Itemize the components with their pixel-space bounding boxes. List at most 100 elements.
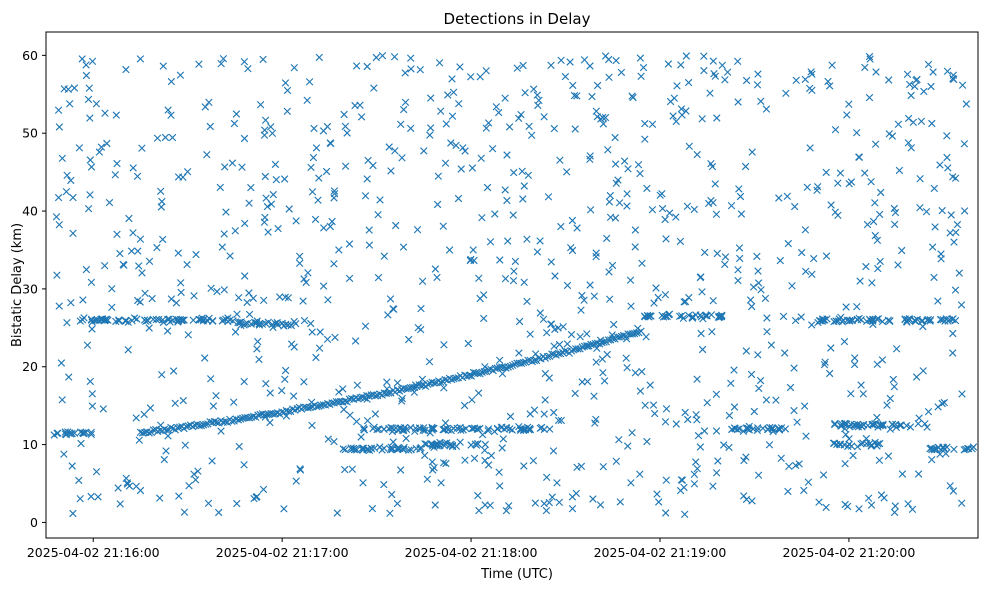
data-point	[123, 480, 132, 488]
data-point	[949, 329, 957, 338]
data-point	[834, 211, 842, 220]
data-point	[589, 495, 597, 503]
data-point	[781, 425, 790, 433]
data-point	[913, 315, 922, 324]
data-point	[360, 426, 368, 434]
data-point	[116, 500, 124, 508]
data-point	[874, 440, 882, 448]
data-point	[255, 320, 263, 328]
data-point	[553, 479, 561, 487]
data-point	[961, 445, 970, 453]
data-point	[498, 369, 507, 378]
data-point	[950, 445, 958, 454]
data-point	[330, 399, 338, 407]
data-point	[800, 402, 809, 410]
data-point	[804, 478, 813, 486]
data-point	[499, 435, 508, 443]
data-point	[478, 430, 487, 439]
data-point	[592, 249, 600, 257]
data-point	[101, 109, 109, 117]
data-point	[554, 349, 563, 358]
data-point	[680, 510, 689, 519]
data-point	[411, 381, 420, 389]
data-point	[802, 432, 810, 440]
data-point	[236, 415, 245, 423]
data-point	[389, 438, 397, 446]
data-point	[68, 462, 76, 470]
data-point	[707, 311, 716, 319]
data-point	[359, 444, 368, 452]
data-point	[844, 442, 852, 451]
data-point	[171, 399, 179, 408]
data-point	[884, 316, 893, 324]
data-point	[586, 281, 594, 289]
data-point	[86, 377, 95, 386]
data-point	[860, 169, 869, 177]
data-point	[243, 298, 251, 307]
data-point	[290, 63, 299, 72]
data-point	[138, 429, 147, 437]
data-point	[454, 194, 463, 203]
data-point	[218, 243, 227, 251]
x-tick-label: 2025-04-02 21:18:00	[405, 545, 538, 560]
data-point	[124, 346, 132, 354]
data-point	[547, 61, 555, 70]
data-point	[897, 246, 906, 255]
data-point	[434, 172, 443, 180]
data-point	[391, 221, 400, 230]
data-point	[505, 123, 514, 131]
data-point	[698, 288, 706, 296]
data-point	[950, 238, 958, 246]
data-point	[394, 444, 402, 452]
data-point	[326, 139, 335, 147]
data-point	[423, 475, 432, 483]
data-point	[69, 509, 77, 518]
data-point	[437, 479, 445, 487]
data-point	[468, 424, 476, 433]
data-point	[78, 316, 87, 324]
data-point	[487, 365, 495, 374]
data-point	[676, 486, 685, 495]
data-point	[892, 423, 901, 432]
data-point	[547, 320, 556, 328]
data-point	[650, 299, 658, 307]
data-point	[648, 120, 657, 129]
data-point	[195, 60, 203, 68]
data-point	[557, 56, 565, 65]
data-point	[364, 156, 372, 165]
data-point	[958, 390, 966, 398]
data-point	[292, 217, 300, 225]
data-point	[502, 506, 511, 515]
data-point	[387, 423, 395, 432]
data-point	[774, 424, 783, 433]
data-point	[280, 505, 288, 513]
data-point	[271, 319, 279, 328]
data-point	[922, 207, 931, 216]
data-point	[889, 375, 898, 384]
data-point	[374, 210, 382, 219]
data-point	[884, 76, 893, 84]
data-point	[244, 64, 252, 73]
data-point	[69, 229, 77, 238]
data-point	[243, 319, 252, 328]
data-point	[221, 417, 230, 426]
data-point	[806, 144, 814, 152]
data-point	[123, 479, 132, 487]
data-point	[792, 76, 800, 85]
data-point	[105, 198, 114, 207]
data-point	[169, 424, 177, 433]
data-point	[428, 458, 437, 466]
data-point	[612, 457, 621, 466]
data-point	[515, 317, 524, 326]
data-point	[380, 252, 389, 260]
data-point	[583, 342, 592, 350]
data-point	[88, 402, 97, 410]
data-point	[253, 345, 261, 353]
data-point	[548, 350, 556, 358]
data-point	[273, 409, 282, 417]
data-point	[498, 444, 506, 452]
data-point	[358, 444, 366, 452]
data-point	[586, 62, 594, 70]
data-point	[916, 174, 924, 183]
data-point	[153, 134, 162, 142]
